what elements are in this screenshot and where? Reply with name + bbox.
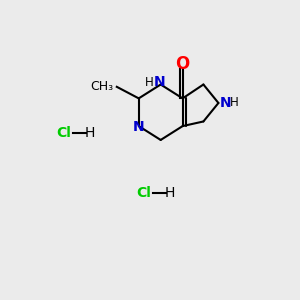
Text: Cl: Cl <box>56 126 71 140</box>
Text: Cl: Cl <box>136 186 151 200</box>
Text: H: H <box>145 76 154 89</box>
Text: H: H <box>85 126 95 140</box>
Text: H: H <box>230 97 239 110</box>
Text: O: O <box>176 55 190 73</box>
Text: N: N <box>133 120 145 134</box>
Text: CH₃: CH₃ <box>90 80 113 93</box>
Text: N: N <box>154 75 165 89</box>
Text: H: H <box>165 186 175 200</box>
Text: N: N <box>220 96 231 110</box>
